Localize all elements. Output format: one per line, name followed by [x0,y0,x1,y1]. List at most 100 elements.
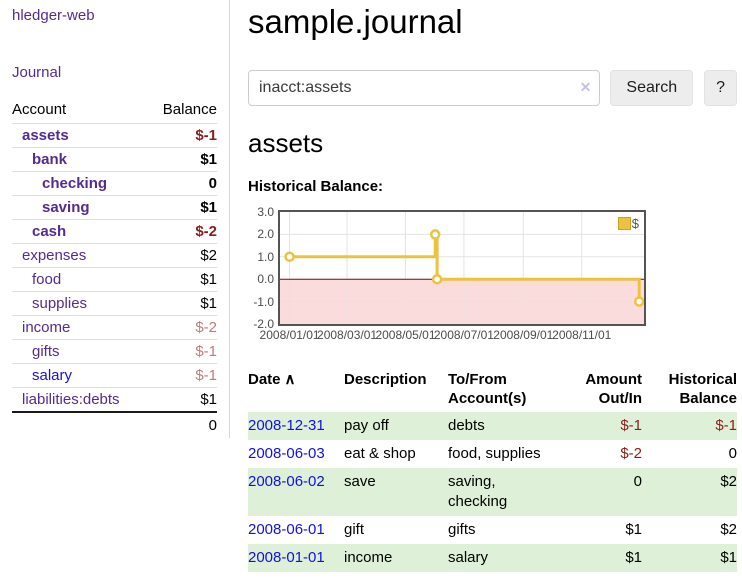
account-row: assets $-1 [12,123,217,148]
account-title: assets [248,128,324,158]
accounts-total-value: 0 [148,411,217,437]
transactions-header-row: Date ∧ Description To/From Account(s) Amo… [248,368,737,412]
y-tick-label: 0.0 [257,272,274,287]
account-balance: $-2 [148,219,217,244]
x-tick-label: 2008/11/01 [552,328,612,342]
account-balance: $1 [148,291,217,316]
account-row: liabilities:debts $1 [12,387,217,412]
account-row: salary $-1 [12,363,217,388]
transaction-description: save [344,473,376,490]
account-balance: $1 [148,147,217,172]
chart-title: Historical Balance: [248,178,384,195]
account-row: checking 0 [12,171,217,196]
sidebar-item-journal[interactable]: Journal [12,64,62,81]
account-row: food $1 [12,267,217,292]
transaction-description: pay off [344,417,389,434]
sidebar-account-link-assets[interactable]: assets [22,127,69,144]
accounts-header-balance: Balance [162,101,217,118]
y-tick-label: -1.0 [253,294,274,309]
transaction-date-link[interactable]: 2008-06-02 [248,473,325,490]
transaction-description: eat & shop [344,445,416,462]
transaction-accounts: saving, checking [448,473,508,510]
sidebar-account-link-gifts[interactable]: gifts [32,343,60,360]
sidebar-account-link-supplies[interactable]: supplies [32,295,88,312]
main-content: sample.journal ✕ Search ? assets Histori… [248,0,737,572]
transaction-date-link[interactable]: 2008-06-01 [248,521,325,538]
transaction-accounts: debts [448,417,485,434]
transactions-body: 2008-12-31 pay off debts $-1 $-1 2008-06-03 ea… [248,412,737,572]
sidebar-account-link-income[interactable]: income [22,319,71,336]
account-row: expenses $2 [12,243,217,268]
account-row: gifts $-1 [12,339,217,364]
column-header-accounts: To/From Account(s) [448,371,527,407]
search-input[interactable] [248,70,601,106]
transaction-row: 2008-01-01 income salary $1 $1 [248,544,737,572]
sidebar-account-link-cash[interactable]: cash [32,223,67,240]
transaction-balance: $1 [720,549,737,566]
transactions-table: Date ∧ Description To/From Account(s) Amo… [248,368,737,572]
transaction-amount: 0 [633,473,642,490]
account-row: supplies $1 [12,291,217,316]
sidebar: hledger-web Journal Account Balance asse… [0,0,230,438]
accounts-header-account: Account [12,101,67,118]
column-header-date[interactable]: Date ∧ [248,371,296,388]
transaction-date-link[interactable]: 2008-06-03 [248,445,325,462]
x-tick-label: 2008/05/01 [375,328,436,342]
transaction-amount: $1 [625,521,642,538]
y-tick-label: -2.0 [253,317,274,331]
account-balance: 0 [148,171,217,196]
accounts-total-spacer [12,411,149,437]
help-button[interactable]: ? [704,70,737,106]
account-balance: $-2 [148,315,217,340]
transaction-date-link[interactable]: 2008-01-01 [248,549,325,566]
sidebar-account-link-salary[interactable]: salary [32,367,73,384]
clear-search-icon[interactable]: ✕ [579,79,592,95]
transaction-accounts: gifts [448,521,476,538]
chart-plot-svg [280,212,644,324]
search-button[interactable]: Search [610,70,694,106]
transaction-amount: $-2 [620,445,642,462]
accounts-table: Account Balance assets $-1 bank $1 checking 0… [12,98,217,437]
chart-y-axis: 3.0 2.0 1.0 0.0 -1.0 -2.0 [248,205,274,331]
transaction-balance: $-1 [715,417,737,434]
transaction-accounts: salary [448,549,489,566]
legend-label: $ [631,216,639,231]
transaction-description: gift [344,521,365,538]
transaction-balance: 0 [728,445,737,462]
legend-swatch-icon [617,217,631,230]
account-balance: $1 [148,387,217,412]
chart-plot-area[interactable]: $ [278,210,646,326]
transaction-accounts: food, supplies [448,445,541,462]
transaction-row: 2008-06-03 eat & shop food, supplies $-2 0 [248,440,737,468]
transaction-amount: $1 [625,549,642,566]
chart-x-axis: 2008/01/01 2008/03/01 2008/05/01 2008/07/01… [250,328,650,344]
transaction-balance: $2 [720,473,737,490]
sidebar-account-link-food[interactable]: food [32,271,62,288]
page-title: sample.journal [248,3,463,40]
account-balance: $1 [148,195,217,220]
accounts-table-header: Account Balance [12,98,217,124]
sidebar-account-link-bank[interactable]: bank [32,151,68,168]
sidebar-account-link-saving[interactable]: saving [42,199,90,216]
brand-link[interactable]: hledger-web [12,7,95,24]
column-header-description: Description [344,371,427,388]
column-header-balance: Historical Balance [668,371,737,407]
account-balance: $-1 [148,123,217,148]
sidebar-account-link-expenses[interactable]: expenses [22,247,87,264]
sidebar-account-link-liabilities-debts[interactable]: liabilities:debts [22,391,120,408]
chart-legend: $ [615,215,641,232]
x-tick-label: 2008/01/01 [259,328,320,342]
y-tick-label: 2.0 [257,227,274,242]
sidebar-accounts-body: assets $-1 bank $1 checking 0 saving $1 cash $-2 e… [12,123,217,412]
search-box: ✕ [248,70,601,106]
sidebar-account-link-checking[interactable]: checking [42,175,108,192]
account-balance: $1 [148,267,217,292]
transaction-row: 2008-12-31 pay off debts $-1 $-1 [248,412,737,440]
sort-ascending-icon: ∧ [284,371,296,388]
transaction-date-link[interactable]: 2008-12-31 [248,417,325,434]
accounts-total-row: 0 [12,411,217,437]
column-header-amount: Amount Out/In [585,371,642,407]
transaction-balance: $2 [720,521,737,538]
y-tick-label: 1.0 [257,249,274,264]
x-tick-label: 2008/09/01 [493,328,554,342]
